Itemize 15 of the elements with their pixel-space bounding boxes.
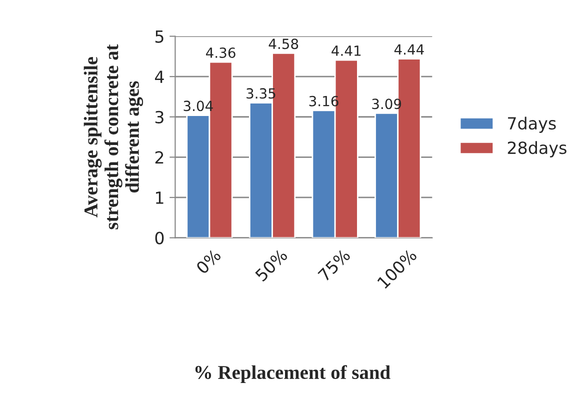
y-axis-title: Average splittensile strength of concrete at different ages: [84, 44, 144, 230]
y-tick-label: 3: [155, 110, 164, 124]
y-tick-label: 5: [155, 30, 164, 43]
y-tick-label: 4: [154, 70, 164, 83]
y-tick-label: 1: [156, 192, 164, 204]
data-label: 4.41: [332, 46, 361, 56]
data-label: 4.36: [206, 47, 236, 58]
legend-label: 7days: [508, 116, 556, 133]
y-tick-label: 0: [155, 232, 164, 244]
data-label: 4.58: [268, 38, 298, 50]
x-axis-title: % Replacement of sand: [195, 365, 390, 383]
data-label: 4.44: [394, 44, 424, 55]
x-tick-label: 0%: [195, 248, 222, 275]
legend-label: 28days: [508, 141, 566, 158]
y-tick-label: 2: [155, 151, 164, 164]
